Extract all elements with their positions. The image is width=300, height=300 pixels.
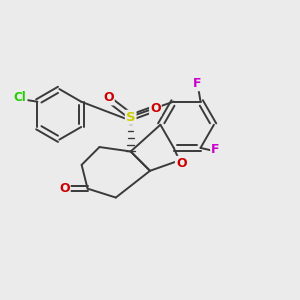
Text: O: O: [150, 103, 161, 116]
Text: F: F: [193, 77, 202, 90]
Text: O: O: [103, 92, 114, 104]
Text: Cl: Cl: [14, 91, 27, 104]
Text: O: O: [59, 182, 70, 195]
Text: O: O: [176, 157, 187, 170]
Text: S: S: [126, 111, 136, 124]
Text: F: F: [211, 143, 220, 156]
